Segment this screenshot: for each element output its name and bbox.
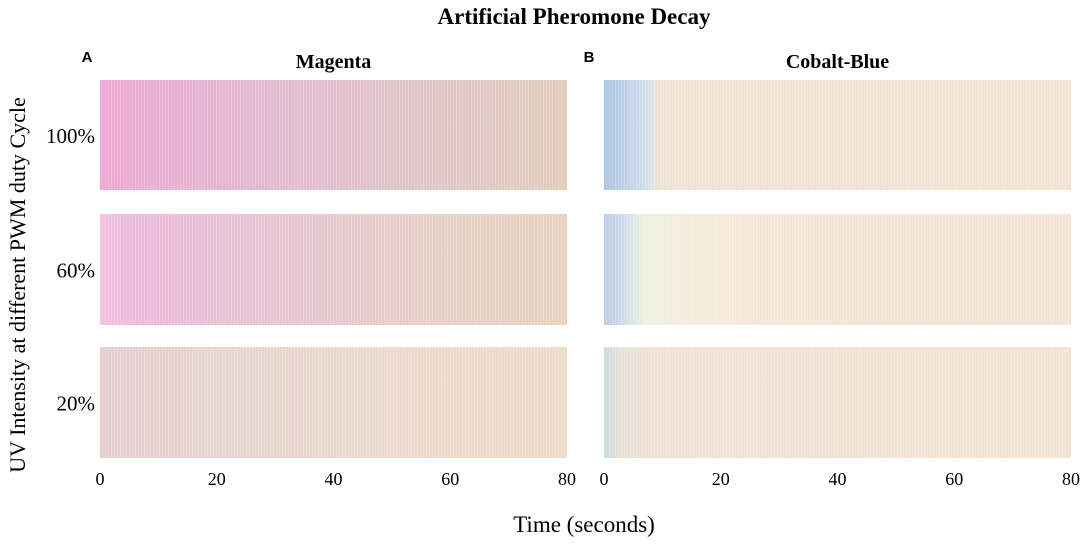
panel-title: Magenta — [296, 51, 372, 73]
x-tick-label: 60 — [441, 469, 459, 489]
panel-a: A Magenta 100% 60% 20% 0 20 40 60 80 — [46, 49, 576, 489]
x-tick-label: 0 — [600, 469, 609, 489]
x-tick-label: 0 — [96, 469, 105, 489]
x-tick-label: 20 — [208, 469, 226, 489]
x-tick-label: 60 — [945, 469, 963, 489]
panels: A Magenta 100% 60% 20% 0 20 40 60 80 B Cobalt-Blue 0… — [46, 49, 1080, 489]
panel-b: B Cobalt-Blue 0 20 40 60 80 — [584, 49, 1080, 489]
row-label: 100% — [46, 124, 95, 148]
chart-title: Artificial Pheromone Decay — [438, 4, 711, 29]
panel-letter: B — [584, 49, 595, 66]
x-tick-label: 40 — [325, 469, 343, 489]
heat-strip-texture — [100, 80, 567, 190]
heat-strip-texture — [100, 214, 567, 325]
y-axis-label: UV Intensity at different PWM duty Cycle — [5, 97, 30, 473]
x-axis-label: Time (seconds) — [513, 512, 655, 537]
x-tick-label: 40 — [829, 469, 847, 489]
row-label: 20% — [57, 392, 96, 416]
x-tick-label: 80 — [558, 469, 576, 489]
x-tick-label: 20 — [712, 469, 730, 489]
heat-strip-texture — [604, 80, 1071, 190]
row-label: 60% — [57, 259, 96, 283]
x-tick-label: 80 — [1062, 469, 1080, 489]
heat-strip-texture — [604, 214, 1071, 325]
panel-title: Cobalt-Blue — [786, 51, 889, 73]
heat-strip-texture — [100, 347, 567, 458]
heat-strip-texture — [604, 347, 1071, 458]
panel-letter: A — [82, 49, 93, 66]
